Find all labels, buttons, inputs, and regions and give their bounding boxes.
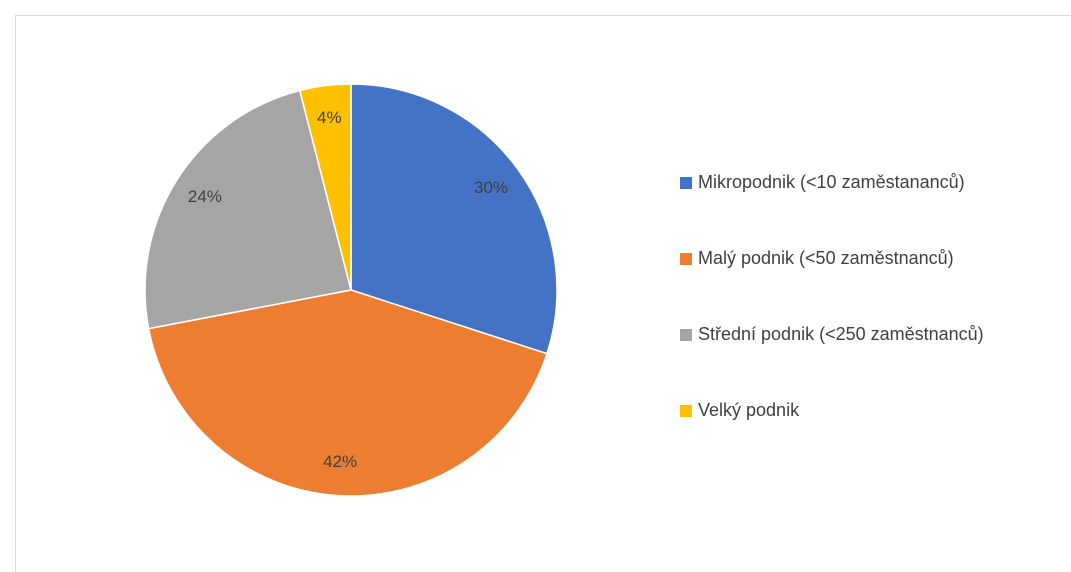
legend-swatch	[680, 177, 692, 189]
data-label: 42%	[323, 452, 357, 471]
data-label: 30%	[474, 178, 508, 197]
pie-slice	[350, 83, 558, 355]
legend-label: Mikropodnik (<10 zaměstananců)	[698, 172, 965, 192]
legend-swatch	[680, 405, 692, 417]
chart-border	[15, 15, 1071, 572]
legend-swatch	[680, 253, 692, 265]
data-label: 24%	[188, 187, 222, 206]
legend-label: Malý podnik (<50 zaměstnanců)	[698, 248, 954, 268]
pie-slice	[144, 89, 352, 330]
legend-label: Střední podnik (<250 zaměstnanců)	[698, 324, 984, 344]
legend-label: Velký podnik	[698, 400, 800, 420]
pie-slice	[147, 289, 548, 497]
data-label: 4%	[317, 108, 342, 127]
legend-swatch	[680, 329, 692, 341]
pie-slice	[298, 83, 352, 291]
